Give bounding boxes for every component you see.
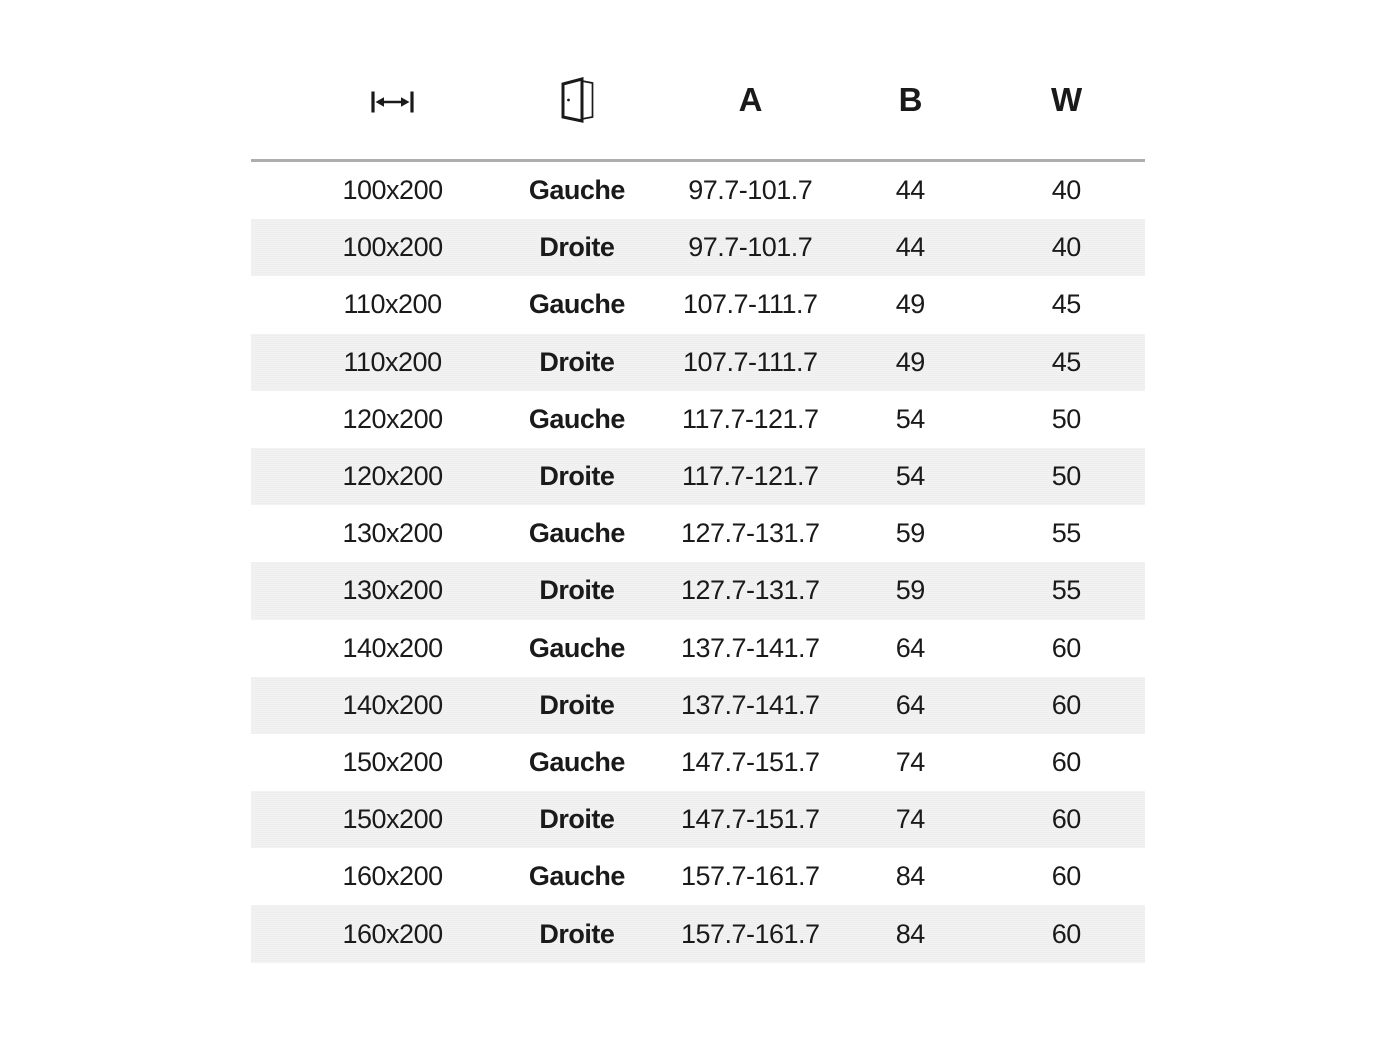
cell-b: 59 (895, 518, 926, 549)
cell-a: 97.7-101.7 (688, 175, 813, 206)
table-row: 100x200 Gauche 97.7-101.7 44 40 (251, 161, 1145, 220)
cell-w: 60 (1051, 861, 1082, 892)
cell-size: 160x200 (342, 918, 444, 949)
cell-size: 120x200 (342, 403, 444, 434)
cell-a: 147.7-151.7 (680, 804, 820, 835)
table-header-row: A B W (251, 40, 1145, 162)
cell-size: 110x200 (343, 346, 443, 377)
table-row: 150x200 Droite 147.7-151.7 74 60 (251, 791, 1145, 849)
cell-size: 140x200 (342, 689, 444, 720)
cell-b: 49 (895, 289, 926, 320)
cell-a: 117.7-121.7 (681, 403, 819, 434)
cell-w: 45 (1051, 289, 1082, 320)
table-row: 160x200 Droite 157.7-161.7 84 60 (251, 905, 1145, 963)
cell-side: Droite (539, 689, 615, 720)
cell-a: 137.7-141.7 (680, 632, 820, 663)
cell-size: 100x200 (342, 175, 444, 206)
header-door-side (486, 40, 668, 162)
cell-b: 44 (895, 232, 926, 263)
table-row: 100x200 Droite 97.7-101.7 44 40 (251, 219, 1145, 277)
cell-a: 107.7-111.7 (682, 289, 818, 320)
cell-w: 60 (1051, 632, 1082, 663)
cell-side: Droite (539, 575, 615, 606)
table-header: A B W (251, 40, 1145, 162)
cell-b: 44 (895, 175, 926, 206)
cell-side: Gauche (528, 746, 626, 777)
size-spec-table-container: A B W 100x200 Gauche 97.7-101.7 44 40 100x200… (251, 40, 1145, 963)
table-row: 120x200 Gauche 117.7-121.7 54 50 (251, 391, 1145, 448)
cell-size: 150x200 (342, 746, 444, 777)
size-spec-table: A B W 100x200 Gauche 97.7-101.7 44 40 100x200… (251, 40, 1145, 963)
cell-size: 120x200 (342, 461, 444, 492)
cell-b: 74 (895, 746, 926, 777)
table-row: 110x200 Gauche 107.7-111.7 49 45 (251, 276, 1145, 333)
table-row: 150x200 Gauche 147.7-151.7 74 60 (251, 734, 1145, 791)
cell-side: Droite (539, 918, 615, 949)
table-row: 160x200 Gauche 157.7-161.7 84 60 (251, 848, 1145, 905)
table-row: 120x200 Droite 117.7-121.7 54 50 (251, 447, 1145, 506)
cell-size: 110x200 (343, 289, 443, 320)
cell-side: Gauche (528, 289, 626, 320)
cell-side: Gauche (528, 403, 626, 434)
table-row: 140x200 Droite 137.7-141.7 64 60 (251, 676, 1145, 734)
cell-w: 60 (1051, 804, 1082, 835)
cell-w: 40 (1051, 175, 1082, 206)
table-row: 110x200 Droite 107.7-111.7 49 45 (251, 333, 1145, 391)
cell-w: 50 (1051, 403, 1082, 434)
cell-side: Gauche (528, 175, 626, 206)
cell-w: 50 (1051, 461, 1082, 492)
table-body: 100x200 Gauche 97.7-101.7 44 40 100x200 Droite… (251, 161, 1145, 963)
cell-w: 60 (1051, 746, 1082, 777)
cell-size: 100x200 (342, 232, 444, 263)
header-b: B (832, 40, 988, 162)
cell-size: 130x200 (342, 575, 444, 606)
cell-side: Gauche (528, 518, 626, 549)
cell-a: 107.7-111.7 (682, 346, 818, 377)
cell-b: 64 (895, 689, 926, 720)
cell-a: 137.7-141.7 (680, 689, 820, 720)
cell-a: 127.7-131.7 (680, 518, 820, 549)
width-arrow-icon (370, 90, 415, 114)
cell-b: 64 (895, 632, 926, 663)
cell-size: 130x200 (342, 518, 444, 549)
cell-b: 74 (895, 804, 926, 835)
table-row: 140x200 Gauche 137.7-141.7 64 60 (251, 620, 1145, 677)
cell-b: 59 (895, 575, 926, 606)
cell-side: Droite (539, 232, 615, 263)
door-icon (557, 75, 597, 125)
cell-a: 117.7-121.7 (681, 461, 819, 492)
cell-side: Gauche (528, 861, 626, 892)
header-w: W (987, 40, 1145, 162)
cell-w: 55 (1051, 518, 1082, 549)
table-row: 130x200 Gauche 127.7-131.7 59 55 (251, 505, 1145, 562)
cell-size: 160x200 (342, 861, 444, 892)
cell-w: 60 (1051, 918, 1082, 949)
cell-side: Gauche (528, 632, 626, 663)
cell-size: 150x200 (342, 804, 444, 835)
table-row: 130x200 Droite 127.7-131.7 59 55 (251, 562, 1145, 620)
cell-w: 40 (1051, 232, 1082, 263)
cell-b: 84 (895, 918, 926, 949)
cell-a: 157.7-161.7 (680, 861, 820, 892)
cell-side: Droite (539, 346, 615, 377)
cell-a: 97.7-101.7 (688, 232, 813, 263)
cell-a: 157.7-161.7 (680, 918, 820, 949)
cell-a: 147.7-151.7 (680, 746, 820, 777)
cell-size: 140x200 (342, 632, 444, 663)
cell-b: 54 (895, 403, 926, 434)
cell-side: Droite (539, 804, 615, 835)
cell-b: 54 (895, 461, 926, 492)
cell-b: 49 (895, 346, 926, 377)
cell-w: 45 (1051, 346, 1082, 377)
cell-side: Droite (539, 461, 615, 492)
cell-b: 84 (895, 861, 926, 892)
cell-w: 55 (1051, 575, 1082, 606)
cell-w: 60 (1051, 689, 1082, 720)
header-dimensions (251, 40, 487, 162)
header-a: A (667, 40, 833, 162)
cell-a: 127.7-131.7 (680, 575, 820, 606)
